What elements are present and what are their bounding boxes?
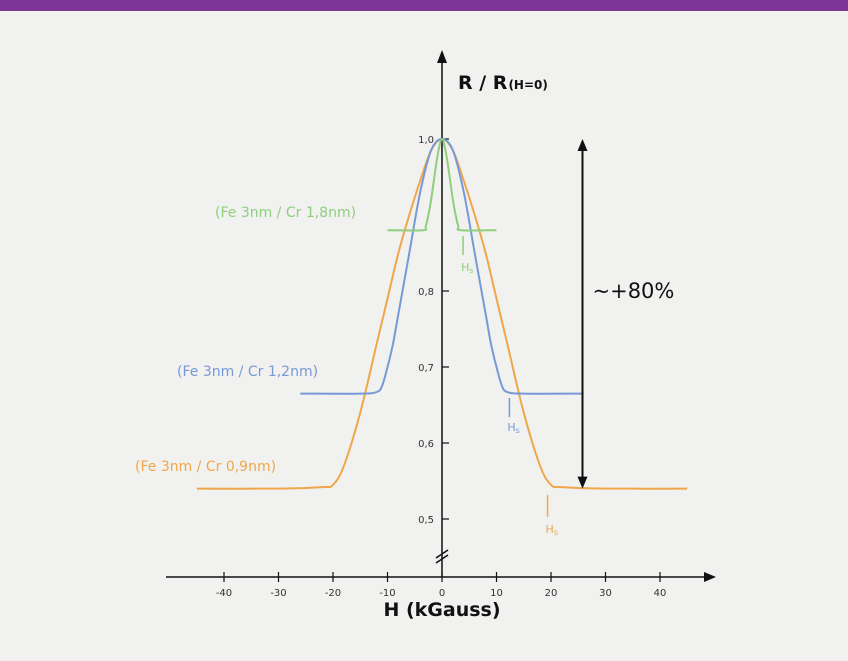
series-line — [387, 137, 497, 232]
annotation-arrow-up-icon — [577, 139, 588, 151]
x-tick-label: -40 — [216, 588, 232, 599]
y-tick-label: 0,8 — [418, 287, 434, 298]
annotation-arrow-down-icon — [577, 476, 588, 489]
x-tick-label: 30 — [599, 588, 612, 599]
hs-label: Hs — [546, 523, 558, 537]
labels-layer: H (kGauss) R / R(H=0) (Fe 3nm / Cr 0,9nm) H… — [135, 72, 674, 621]
x-axis-arrow-icon — [704, 572, 716, 582]
series-layer — [196, 137, 688, 517]
y-tick-label: 0,6 — [418, 439, 434, 450]
y-tick-label: 0,5 — [418, 515, 434, 526]
axis-break-mark — [435, 549, 449, 559]
hs-label: Hs — [507, 421, 519, 435]
hs-label-subscript: s — [469, 266, 473, 275]
series-label: (Fe 3nm / Cr 0,9nm) — [135, 459, 276, 475]
x-tick-label: 20 — [545, 588, 558, 599]
x-tick-label: -10 — [379, 588, 395, 599]
hs-label-subscript: s — [516, 426, 520, 435]
y-tick-label: 0,7 — [418, 363, 434, 374]
hs-label-subscript: s — [554, 528, 558, 537]
x-tick-label: 0 — [439, 588, 445, 599]
x-tick-label: 40 — [654, 588, 667, 599]
axes: -40 -30 -20 -10 0 10 20 30 40 0,5 0,6 0,7 0,8 1,0 — [166, 50, 716, 599]
axis-break-mark — [435, 554, 449, 564]
y-axis-arrow-icon — [437, 50, 447, 63]
y-axis-title-subscript: (H=0) — [508, 78, 547, 92]
series-label: (Fe 3nm / Cr 1,8nm) — [215, 205, 356, 221]
x-tick-label: -30 — [270, 588, 286, 599]
y-tick-label: 1,0 — [418, 135, 434, 146]
y-axis-title: R / R(H=0) — [458, 72, 548, 94]
x-tick-label: 10 — [490, 588, 503, 599]
series-label: (Fe 3nm / Cr 1,2nm) — [177, 364, 318, 380]
hs-label: Hs — [461, 261, 473, 275]
annotation-label: ~+80% — [593, 279, 675, 303]
x-tick-label: -20 — [325, 588, 341, 599]
x-axis-title: H (kGauss) — [383, 599, 500, 621]
top-accent-bar — [0, 0, 848, 11]
